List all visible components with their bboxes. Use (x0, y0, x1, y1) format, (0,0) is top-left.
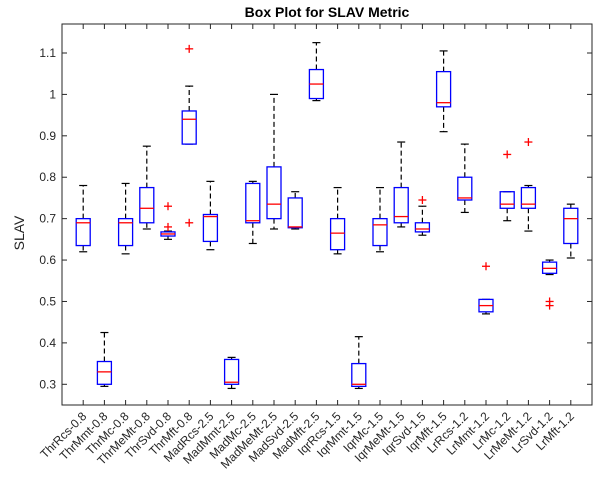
box-IqrMft-1.5 (435, 50, 452, 133)
box-ThrSvd-0.8 (160, 202, 176, 240)
plot-area (61, 23, 593, 406)
box-ThrMmt-0.8 (96, 331, 113, 387)
outlier-marker (164, 222, 172, 231)
box-iqr (351, 362, 367, 388)
y-tick-label: 0.9 (39, 129, 56, 143)
box-iqr (499, 191, 515, 209)
box-iqr (435, 70, 452, 108)
box-ThrMc-0.8 (117, 182, 134, 255)
box-iqr (414, 222, 431, 233)
box-ThrMft-0.8 (181, 44, 197, 227)
box-LrMeMt-1.2 (520, 138, 537, 232)
box-MadRcs-2.5 (202, 180, 219, 251)
box-iqr (287, 197, 303, 229)
box-IqrSvd-1.5 (414, 196, 431, 236)
box-iqr (202, 213, 219, 243)
y-tick-label: 0.7 (39, 212, 56, 226)
y-tick-label: 0.5 (39, 294, 56, 308)
box-iqr (117, 217, 134, 247)
box-iqr (520, 186, 537, 209)
box-MadMft-2.5 (308, 42, 325, 102)
y-tick-label: 0.8 (39, 170, 56, 184)
box-MadMmt-2.5 (223, 356, 240, 390)
chart-title: Box Plot for SLAV Metric (245, 4, 410, 20)
box-IqrMmt-1.5 (351, 336, 367, 390)
box-LrRcs-1.2 (457, 143, 473, 214)
box-IqrMc-1.5 (372, 186, 388, 253)
y-tick-label: 0.3 (39, 377, 56, 391)
outlier-marker (164, 202, 172, 211)
box-LrMc-1.2 (499, 150, 515, 222)
box-iqr (245, 182, 261, 224)
box-ThrMeMt-0.8 (139, 145, 155, 230)
y-tick-label: 1 (49, 87, 56, 101)
box-MadMc-2.5 (245, 180, 261, 245)
y-tick-label: 0.4 (39, 336, 56, 350)
outlier-marker (482, 262, 490, 271)
box-iqr (266, 166, 282, 220)
box-iqr (181, 110, 197, 145)
box-iqr (457, 176, 473, 201)
box-IqrMeMt-1.5 (393, 141, 409, 228)
box-ThrRcs-0.8 (75, 184, 91, 253)
y-axis: 0.3 0.4 0.5 0.6 0.7 0.8 0.9 1 1.1 (39, 46, 592, 391)
box-iqr (96, 360, 113, 385)
y-tick-label: 1.1 (39, 46, 56, 60)
box-iqr (393, 186, 409, 224)
box-iqr (139, 186, 155, 224)
box-iqr (372, 217, 388, 247)
box-MadSvd-2.5 (287, 191, 303, 230)
y-tick-label: 0.6 (39, 253, 56, 267)
box-LrMft-1.2 (563, 203, 579, 259)
outlier-marker (185, 44, 194, 53)
outlier-marker (185, 218, 194, 227)
box-iqr (223, 358, 240, 385)
outlier-marker (503, 150, 512, 159)
y-axis-label: SLAV (11, 215, 27, 250)
outlier-marker (418, 196, 427, 205)
box-iqr (329, 217, 346, 251)
box-iqr (75, 217, 91, 247)
boxes-layer (75, 42, 579, 390)
outlier-marker (545, 301, 554, 310)
box-LrMmt-1.2 (478, 262, 494, 315)
box-LrSvd-1.2 (541, 259, 558, 310)
box-MadMeMt-2.5 (266, 93, 282, 230)
outlier-marker (524, 138, 533, 147)
box-IqrRcs-1.5 (329, 186, 346, 255)
box-iqr (563, 207, 579, 245)
